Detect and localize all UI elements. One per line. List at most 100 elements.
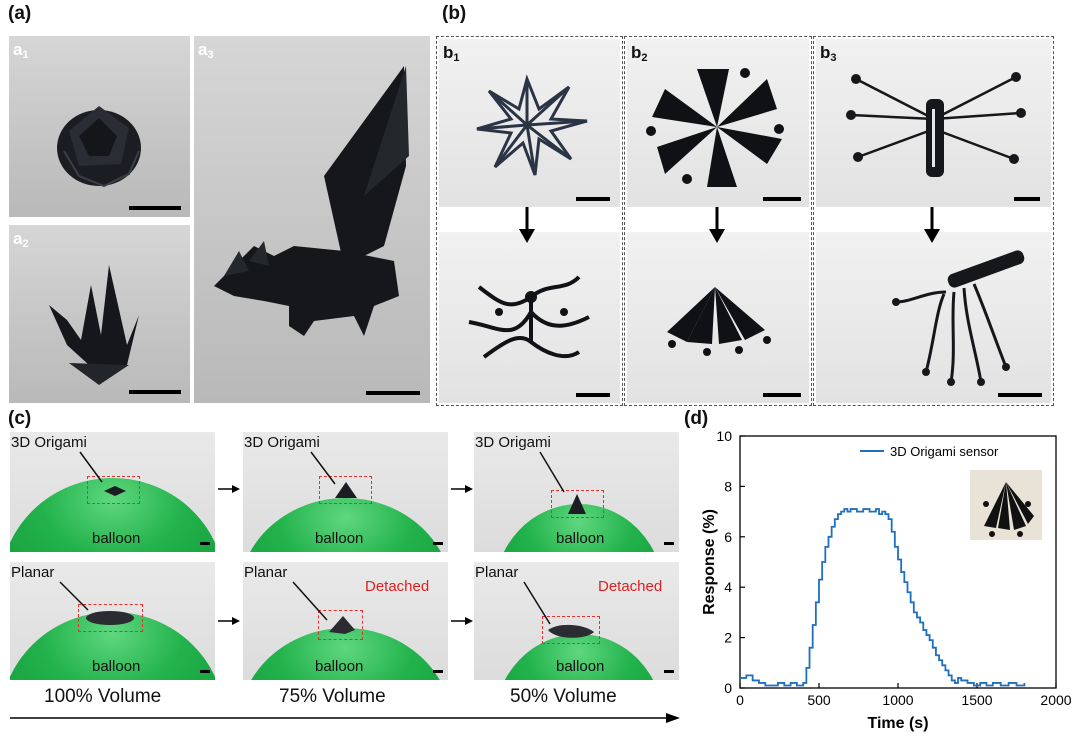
scale-bar [1014, 197, 1040, 201]
x-tick-label: 2000 [1040, 692, 1071, 708]
down-arrow-icon [519, 207, 535, 243]
b2-frame [624, 36, 812, 406]
sensor-box [318, 610, 363, 640]
balloon-label: balloon [556, 530, 605, 547]
origami-flower-image [57, 106, 141, 188]
legend: 3D Origami sensor [860, 444, 999, 459]
scale-bar [763, 197, 801, 201]
detached-sensor [548, 624, 594, 638]
x-axis-label: Time (s) [867, 715, 928, 732]
sub-b2: b2 [631, 43, 648, 64]
folded-triangles-pattern [667, 287, 771, 356]
scale-bar [576, 393, 610, 397]
y-tick-label: 0 [724, 680, 732, 696]
pointer-line [523, 581, 551, 625]
planar-100-photo: Planar balloon [10, 562, 215, 680]
volume-label-100: 100% Volume [44, 686, 162, 707]
x-tick-label: 1500 [961, 692, 992, 708]
sensor-box [319, 476, 372, 504]
sub-b1: b1 [443, 43, 460, 64]
b3-frame [813, 36, 1054, 406]
photo-b1-top: b1 [439, 39, 620, 207]
response-chart: 0 500 1000 1500 2000 0 2 4 6 8 10 3D Origami senso… [701, 428, 1072, 732]
photo-b1-bottom [439, 232, 620, 403]
panel-d-label: (d) [684, 408, 709, 429]
scale-bar [433, 670, 443, 673]
right-arrow-icon [218, 617, 240, 625]
folded-flower-pattern [468, 275, 590, 359]
x-tick-label: 1000 [882, 692, 913, 708]
y-tick-label: 4 [724, 579, 732, 595]
raised-origami-sensor [335, 482, 357, 498]
scale-bar [200, 670, 210, 673]
origami-crane-image [49, 265, 139, 385]
detached-sensor [329, 616, 355, 634]
sub-a2: a2 [13, 229, 29, 250]
scale-bar [998, 393, 1042, 397]
origami-fox-image [214, 66, 409, 336]
scale-bar [664, 542, 674, 545]
photo-a3: a3 [194, 36, 430, 403]
sub-a3: a3 [198, 40, 214, 61]
detached-label: Detached [598, 578, 663, 595]
planar-label: Planar [11, 564, 55, 581]
panel-b-label: (b) [442, 3, 467, 24]
right-arrow-icon [451, 617, 473, 625]
sensor-box [87, 476, 140, 504]
volume-axis-arrow [10, 713, 680, 723]
right-arrow-icon [451, 485, 473, 493]
legend-label: 3D Origami sensor [890, 444, 999, 459]
origami-75-photo: 3D Origami balloon [243, 432, 448, 552]
sensor-box [551, 490, 604, 518]
pointer-line [79, 451, 103, 483]
scale-bar [576, 197, 610, 201]
planar-label: Planar [244, 564, 288, 581]
sensor-box [542, 616, 600, 644]
photo-a2: a2 [9, 225, 190, 403]
photo-b3-top: b3 [816, 39, 1051, 207]
origami-50-photo: 3D Origami balloon [474, 432, 679, 552]
balloon-label: balloon [556, 658, 605, 675]
pointer-line [310, 451, 336, 485]
series-line [740, 508, 1026, 687]
planar-sensor [86, 611, 134, 625]
planar-75-photo: Planar Detached balloon [243, 562, 448, 680]
photo-b2-bottom [627, 232, 809, 403]
star-triangles-pattern [646, 68, 784, 187]
x-tick-label: 0 [736, 692, 744, 708]
pointer-line [59, 581, 89, 611]
sensor-box [78, 604, 143, 632]
spider-pattern [846, 72, 1026, 177]
origami-100-photo: 3D Origami balloon [10, 432, 215, 552]
photo-b3-bottom [816, 232, 1051, 403]
balloon-label: balloon [92, 658, 141, 675]
balloon-label: balloon [315, 530, 364, 547]
sub-b3: b3 [820, 43, 837, 64]
panel-a-label: (a) [8, 3, 32, 24]
balloon-label: balloon [92, 530, 141, 547]
tall-origami-sensor [568, 494, 586, 514]
scale-bar [664, 670, 674, 673]
pointer-line [292, 581, 328, 621]
y-tick-label: 6 [724, 529, 732, 545]
volume-label-75: 75% Volume [279, 686, 386, 707]
x-tick-label: 500 [807, 692, 831, 708]
pointer-line [539, 451, 565, 493]
photo-b2-top: b2 [627, 39, 809, 207]
scale-bar [763, 393, 801, 397]
origami-label: 3D Origami [11, 434, 87, 451]
standing-spider-pattern [892, 250, 1025, 386]
right-arrow-icon [218, 485, 240, 493]
panel-c-label: (c) [8, 408, 32, 429]
scale-bar [129, 390, 181, 394]
down-arrow-icon [924, 207, 940, 243]
scale-bar [200, 542, 210, 545]
b1-frame [436, 36, 623, 406]
photo-a1: a1 [9, 36, 190, 217]
detached-label: Detached [365, 578, 430, 595]
y-axis-label: Response (%) [701, 509, 718, 615]
y-tick-label: 8 [724, 478, 732, 494]
flat-origami-sensor [104, 486, 126, 496]
scale-bar [433, 542, 443, 545]
planar-label: Planar [475, 564, 519, 581]
